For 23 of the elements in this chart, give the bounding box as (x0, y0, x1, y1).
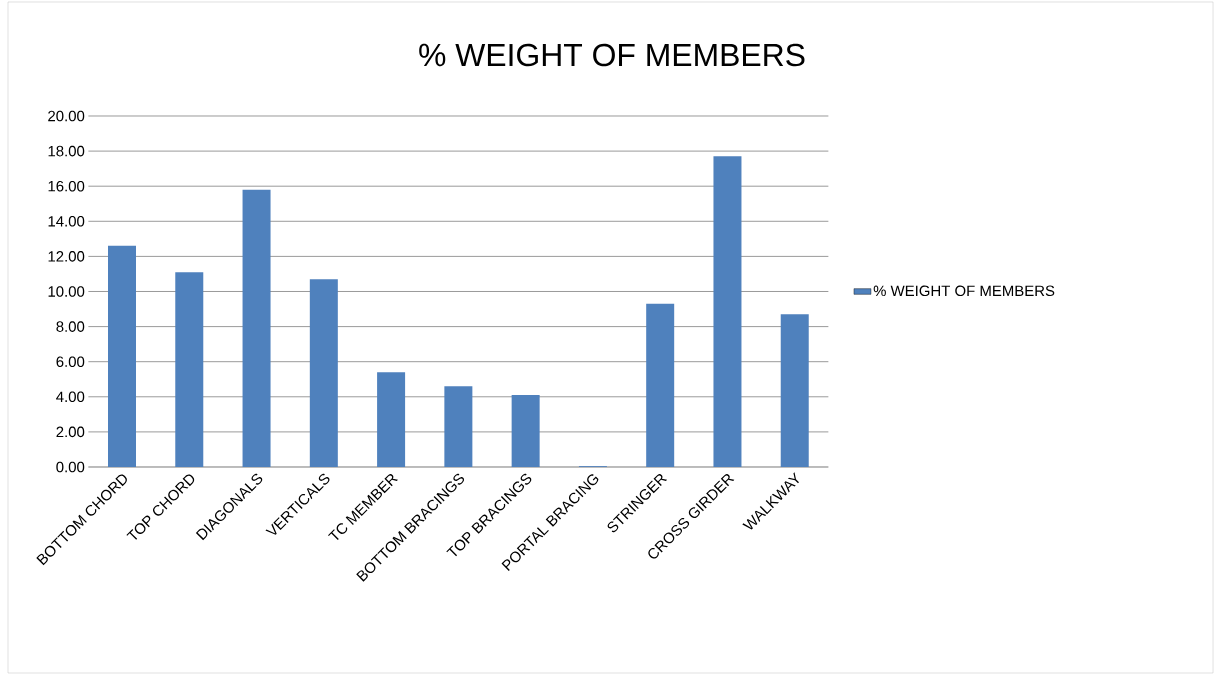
bar (646, 303, 675, 467)
bar (713, 156, 742, 467)
bar (444, 386, 473, 467)
bar (175, 272, 204, 467)
bar (377, 372, 406, 467)
bar (108, 245, 136, 467)
y-tick-label: 2.00 (56, 426, 85, 438)
y-tick-label: 14.00 (48, 216, 85, 227)
y-tick-label: 18.00 (48, 145, 85, 157)
y-tick-label: 20.00 (48, 110, 85, 122)
y-tick-label: 0.00 (56, 461, 85, 473)
chart-title: % WEIGHT OF MEMBERS (419, 43, 805, 67)
y-tick-label: 6.00 (56, 356, 85, 367)
bar (242, 189, 271, 467)
bar (511, 395, 540, 467)
y-tick-label: 16.00 (48, 180, 85, 192)
y-tick-label: 12.00 (48, 251, 85, 262)
y-tick-label: 4.00 (56, 391, 85, 403)
bar (780, 314, 809, 467)
legend-label: % WEIGHT OF MEMBERS (873, 285, 1055, 297)
y-tick-label: 10.00 (48, 286, 85, 297)
y-tick-label: 8.00 (56, 321, 85, 332)
bar (309, 279, 338, 467)
